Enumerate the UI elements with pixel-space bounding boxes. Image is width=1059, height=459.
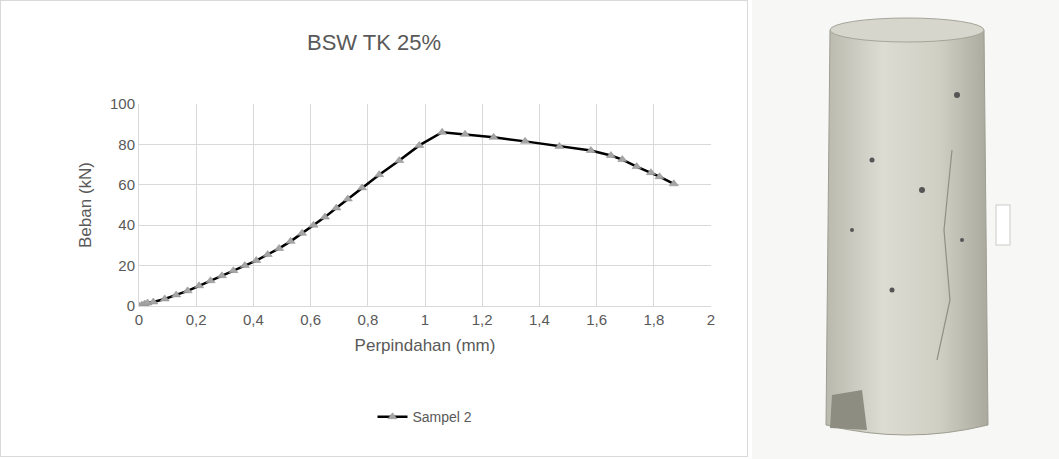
svg-text:Sampel 2: Sampel 2 [413,409,472,425]
svg-text:100: 100 [110,95,135,112]
svg-text:0,8: 0,8 [357,311,378,328]
svg-text:80: 80 [118,136,135,153]
svg-text:0,2: 0,2 [186,311,207,328]
svg-text:0,4: 0,4 [243,311,264,328]
svg-text:BSW TK 25%: BSW TK 25% [307,30,441,55]
svg-text:Beban (kN): Beban (kN) [76,162,95,248]
svg-text:1,2: 1,2 [472,311,493,328]
svg-text:20: 20 [118,257,135,274]
svg-text:2: 2 [707,311,715,328]
svg-text:1,4: 1,4 [529,311,550,328]
svg-text:60: 60 [118,176,135,193]
svg-text:1: 1 [421,311,429,328]
svg-text:1,8: 1,8 [643,311,664,328]
svg-text:0,6: 0,6 [300,311,321,328]
svg-text:1,6: 1,6 [586,311,607,328]
svg-text:40: 40 [118,216,135,233]
svg-text:0: 0 [127,297,135,314]
svg-text:0: 0 [135,311,143,328]
svg-text:Perpindahan (mm): Perpindahan (mm) [355,336,496,355]
